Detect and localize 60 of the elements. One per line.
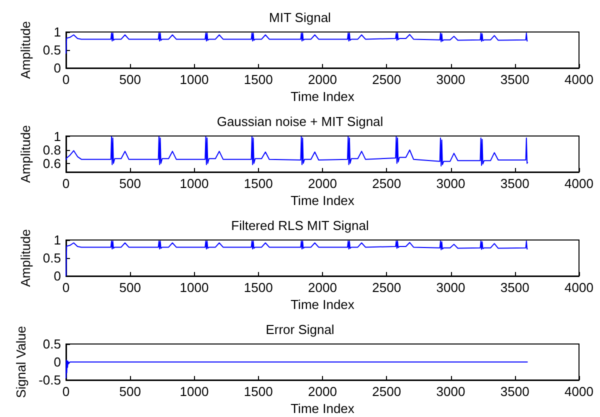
line-series — [66, 240, 528, 276]
x-tick-label: 4000 — [564, 176, 594, 191]
x-tick-label: 2000 — [308, 280, 337, 295]
y-axis-title: Amplitude — [18, 229, 33, 287]
chart-title: MIT Signal — [269, 10, 332, 25]
x-tick-label: 1500 — [244, 176, 273, 191]
y-axis-title: Amplitude — [18, 21, 33, 79]
x-tick-label: 2000 — [308, 384, 337, 399]
x-tick-label: 1000 — [180, 384, 209, 399]
x-tick-label: 1500 — [244, 280, 273, 295]
y-tick-label: 1 — [54, 24, 61, 40]
x-axis-title: Time Index — [290, 193, 355, 208]
x-tick-label: 500 — [119, 72, 141, 87]
x-tick-label: 3000 — [436, 72, 466, 87]
line-series — [66, 360, 528, 379]
y-axis-title: Amplitude — [18, 125, 33, 183]
x-tick-label: 2000 — [308, 176, 337, 191]
x-tick-label: 1500 — [244, 72, 273, 87]
x-tick-label: 1000 — [180, 280, 209, 295]
x-tick-label: 3000 — [436, 280, 466, 295]
x-tick-label: 4000 — [564, 280, 594, 295]
y-tick-label: 0 — [54, 268, 61, 284]
y-tick-label: 1 — [54, 129, 61, 144]
x-tick-label: 4000 — [564, 384, 594, 399]
x-tick-label: 3500 — [500, 384, 530, 399]
line-series — [66, 136, 528, 166]
x-tick-label: 1000 — [180, 176, 209, 191]
y-tick-label: -0.5 — [38, 372, 61, 388]
x-tick-label: 500 — [119, 176, 141, 191]
x-tick-label: 500 — [119, 384, 141, 399]
x-tick-label: 3500 — [500, 176, 530, 191]
x-tick-label: 2500 — [372, 72, 402, 87]
y-tick-label: 0.6 — [42, 156, 61, 171]
y-tick-label: 0.5 — [42, 42, 61, 58]
line-series — [66, 32, 528, 54]
x-tick-label: 1000 — [180, 72, 209, 87]
chart-title: Gaussian noise + MIT Signal — [216, 114, 384, 129]
y-tick-label: 1 — [54, 232, 61, 248]
x-tick-label: 2500 — [372, 384, 402, 399]
y-tick-label: 0.5 — [42, 336, 61, 352]
x-tick-label: 2500 — [372, 176, 402, 191]
x-tick-label: 2500 — [372, 280, 402, 295]
x-tick-label: 3000 — [436, 384, 466, 399]
chart-title: Error Signal — [266, 322, 334, 337]
x-axis-title: Time Index — [290, 89, 355, 104]
x-tick-label: 3000 — [436, 176, 466, 191]
x-tick-label: 4000 — [564, 72, 594, 87]
x-axis-title: Time Index — [290, 401, 355, 416]
x-tick-label: 2000 — [308, 72, 337, 87]
y-tick-label: 0 — [54, 354, 61, 370]
x-tick-label: 500 — [119, 280, 141, 295]
x-tick-label: 1500 — [244, 384, 273, 399]
x-axis-title: Time Index — [290, 297, 355, 312]
y-tick-label: 0.8 — [42, 142, 61, 158]
x-tick-label: 3500 — [500, 72, 530, 87]
chart-title: Filtered RLS MIT Signal — [231, 218, 369, 233]
x-tick-label: 3500 — [500, 280, 530, 295]
y-tick-label: 0 — [54, 60, 61, 76]
y-axis-title: Signal Value — [14, 326, 29, 398]
y-tick-label: 0.5 — [42, 250, 61, 266]
